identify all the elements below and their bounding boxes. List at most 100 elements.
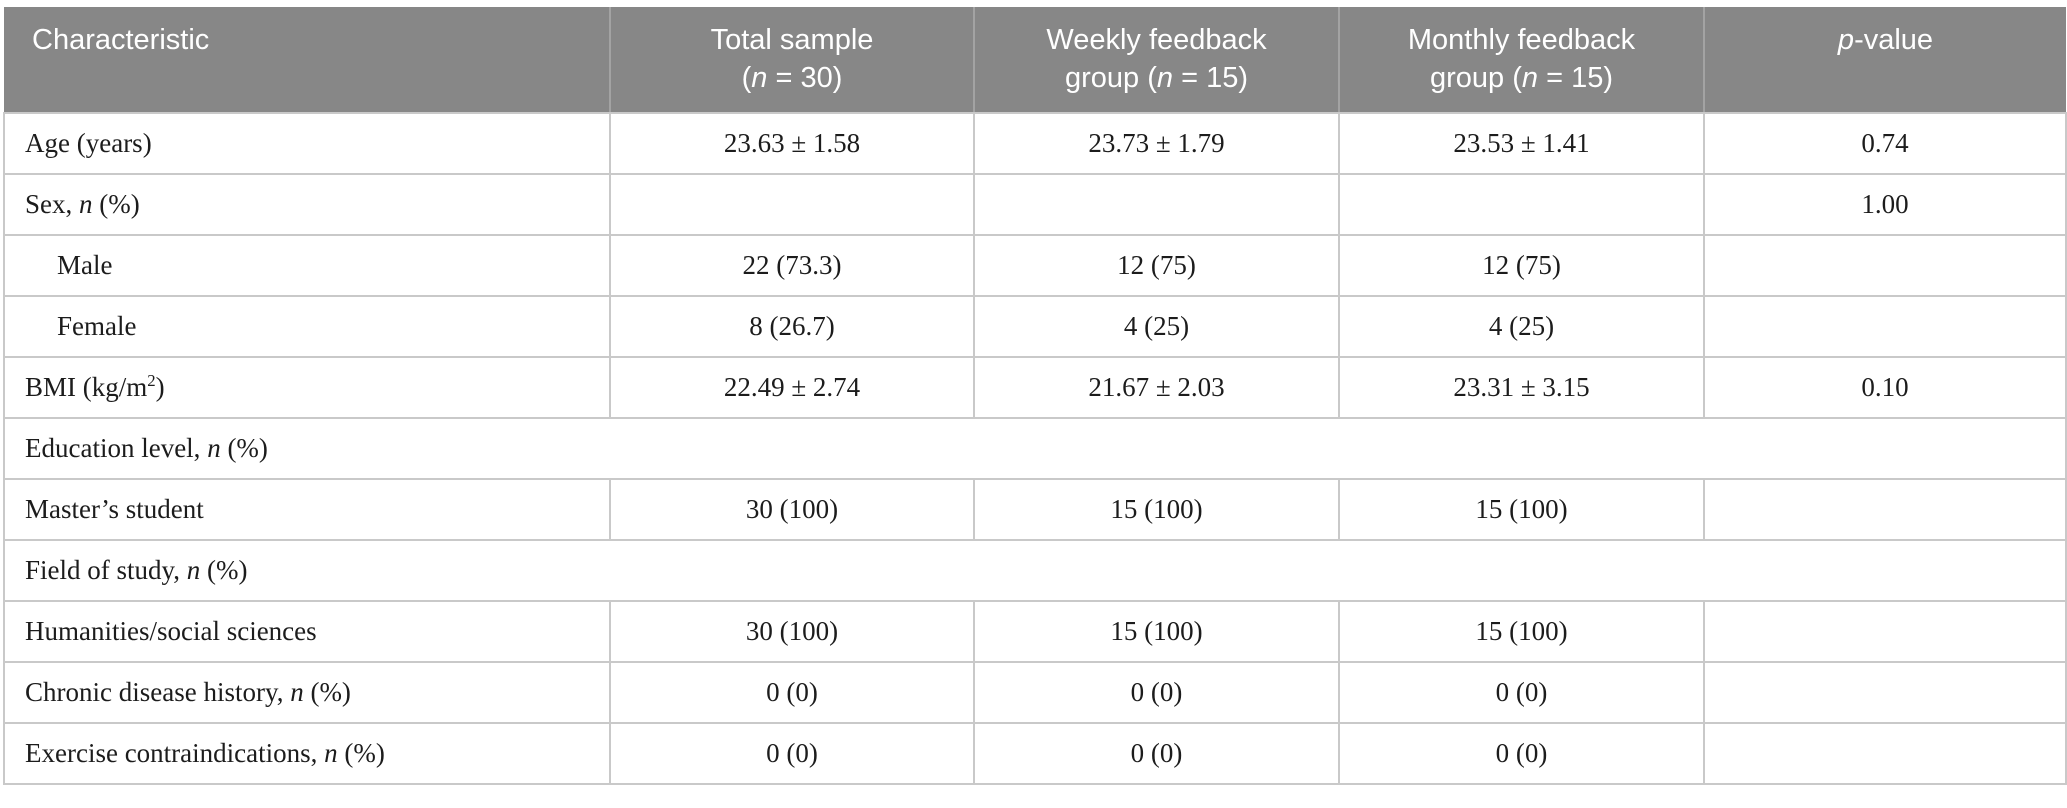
text-segment: Male xyxy=(57,250,113,280)
table-row: BMI (kg/m2) 22.49 ± 2.74 21.67 ± 2.03 23.31… xyxy=(3,356,2067,419)
cell-value: 23.73 ± 1.79 xyxy=(973,112,1340,175)
text-segment: (%) xyxy=(337,738,385,768)
text-segment: (%) xyxy=(303,677,351,707)
text-segment: (%) xyxy=(220,433,268,463)
text-segment: group ( xyxy=(1430,62,1522,94)
cell-value: 15 (100) xyxy=(973,478,1340,541)
table-body: Age (years) 23.63 ± 1.58 23.73 ± 1.79 23.53… xyxy=(3,112,2067,785)
header-line: Total sample xyxy=(611,21,973,59)
cell-value xyxy=(1338,173,1705,236)
header-line: (n = 30) xyxy=(611,59,973,97)
text-segment: -value xyxy=(1854,24,1934,56)
cell-value: 22 (73.3) xyxy=(609,234,975,297)
cell-value: 1.00 xyxy=(1703,173,2067,236)
text-segment: = 30) xyxy=(767,62,843,94)
header-line: Weekly feedback xyxy=(975,21,1338,59)
text-segment: Exercise contraindications, xyxy=(25,738,325,768)
cell-value: 4 (25) xyxy=(973,295,1340,358)
row-label: Chronic disease history, n (%) xyxy=(3,661,611,724)
row-label: Master’s student xyxy=(3,478,611,541)
row-label: Humanities/social sciences xyxy=(3,600,611,663)
text-segment: (%) xyxy=(200,555,248,585)
text-segment: n xyxy=(186,555,201,585)
cell-value xyxy=(1703,722,2067,785)
text-segment: n xyxy=(290,677,304,707)
text-segment: Master’s student xyxy=(25,494,204,524)
cell-value xyxy=(973,173,1340,236)
text-segment: Characteristic xyxy=(32,24,210,56)
table-row: Sex, n (%) 1.00 xyxy=(3,173,2067,236)
table-row: Age (years) 23.63 ± 1.58 23.73 ± 1.79 23.53… xyxy=(3,112,2067,175)
text-segment: n xyxy=(1156,62,1174,94)
row-label: Sex, n (%) xyxy=(3,173,611,236)
text-segment: Female xyxy=(57,311,137,341)
text-segment: Age (years) xyxy=(25,128,152,158)
text-segment: (%) xyxy=(92,189,140,219)
cell-value: 23.63 ± 1.58 xyxy=(609,112,975,175)
characteristics-table-wrap: Characteristic Total sample (n = 30) Weekly… xyxy=(3,7,2067,785)
cell-value xyxy=(1703,661,2067,724)
column-header-total-sample: Total sample (n = 30) xyxy=(609,7,974,114)
cell-value xyxy=(1703,600,2067,663)
header-row: Characteristic Total sample (n = 30) Weekly… xyxy=(4,7,2066,114)
column-header-p-value: p-value xyxy=(1703,7,2066,114)
cell-value: 15 (100) xyxy=(1338,600,1705,663)
row-label: Female xyxy=(3,295,611,358)
text-segment: = 15) xyxy=(1173,62,1248,94)
cell-value xyxy=(609,173,975,236)
table-row: Male 22 (73.3) 12 (75) 12 (75) xyxy=(3,234,2067,297)
cell-value: 0 (0) xyxy=(1338,722,1705,785)
column-header-monthly-feedback-group: Monthly feedback group (n = 15) xyxy=(1338,7,1704,114)
column-header-characteristic: Characteristic xyxy=(4,7,610,114)
text-segment: ) xyxy=(155,372,165,402)
cell-value: 0 (0) xyxy=(973,722,1340,785)
text-segment: n xyxy=(79,189,93,219)
row-label: Age (years) xyxy=(3,112,611,175)
header-line: group (n = 15) xyxy=(975,59,1338,97)
cell-value: 23.31 ± 3.15 xyxy=(1338,356,1705,419)
cell-value: 8 (26.7) xyxy=(609,295,975,358)
header-line: Monthly feedback xyxy=(1340,21,1703,59)
cell-value: 0 (0) xyxy=(609,661,975,724)
cell-value xyxy=(1703,295,2067,358)
text-segment: n xyxy=(207,433,221,463)
text-segment: Education level, xyxy=(25,433,208,463)
table-row: Humanities/social sciences 30 (100) 15 (10… xyxy=(3,600,2067,663)
text-segment: Sex, xyxy=(25,189,79,219)
header-line: group (n = 15) xyxy=(1340,59,1703,97)
cell-value: 12 (75) xyxy=(1338,234,1705,297)
text-segment: Weekly feedback xyxy=(1046,24,1267,56)
cell-value: 12 (75) xyxy=(973,234,1340,297)
cell-value: 30 (100) xyxy=(609,478,975,541)
cell-value: 4 (25) xyxy=(1338,295,1705,358)
text-segment: = 15) xyxy=(1538,62,1613,94)
row-label: Field of study, n (%) xyxy=(3,539,2067,602)
cell-value: 0.10 xyxy=(1703,356,2067,419)
row-label: Male xyxy=(3,234,611,297)
cell-value: 0 (0) xyxy=(1338,661,1705,724)
column-header-weekly-feedback-group: Weekly feedback group (n = 15) xyxy=(973,7,1339,114)
table-header: Characteristic Total sample (n = 30) Weekly… xyxy=(4,7,2066,114)
row-label: Exercise contraindications, n (%) xyxy=(3,722,611,785)
header-line: p-value xyxy=(1705,21,2066,59)
text-segment: p xyxy=(1837,24,1855,56)
text-segment: Total sample xyxy=(710,24,874,56)
table-row: Exercise contraindications, n (%) 0 (0) 0 … xyxy=(3,722,2067,785)
cell-value: 0.74 xyxy=(1703,112,2067,175)
text-segment: n xyxy=(324,738,338,768)
table-row: Female 8 (26.7) 4 (25) 4 (25) xyxy=(3,295,2067,358)
cell-value: 23.53 ± 1.41 xyxy=(1338,112,1705,175)
row-label: BMI (kg/m2) xyxy=(3,356,611,419)
text-segment: BMI (kg/m xyxy=(25,372,148,402)
cell-value xyxy=(1703,234,2067,297)
table-row: Field of study, n (%) xyxy=(3,539,2067,602)
cell-value xyxy=(1703,478,2067,541)
characteristics-table: Characteristic Total sample (n = 30) Weekly… xyxy=(3,7,2067,785)
text-segment: n xyxy=(751,62,768,94)
cell-value: 15 (100) xyxy=(973,600,1340,663)
table-row: Chronic disease history, n (%) 0 (0) 0 (0)… xyxy=(3,661,2067,724)
text-segment: n xyxy=(1521,62,1539,94)
cell-value: 15 (100) xyxy=(1338,478,1705,541)
text-segment: group ( xyxy=(1065,62,1157,94)
table-row: Education level, n (%) xyxy=(3,417,2067,480)
